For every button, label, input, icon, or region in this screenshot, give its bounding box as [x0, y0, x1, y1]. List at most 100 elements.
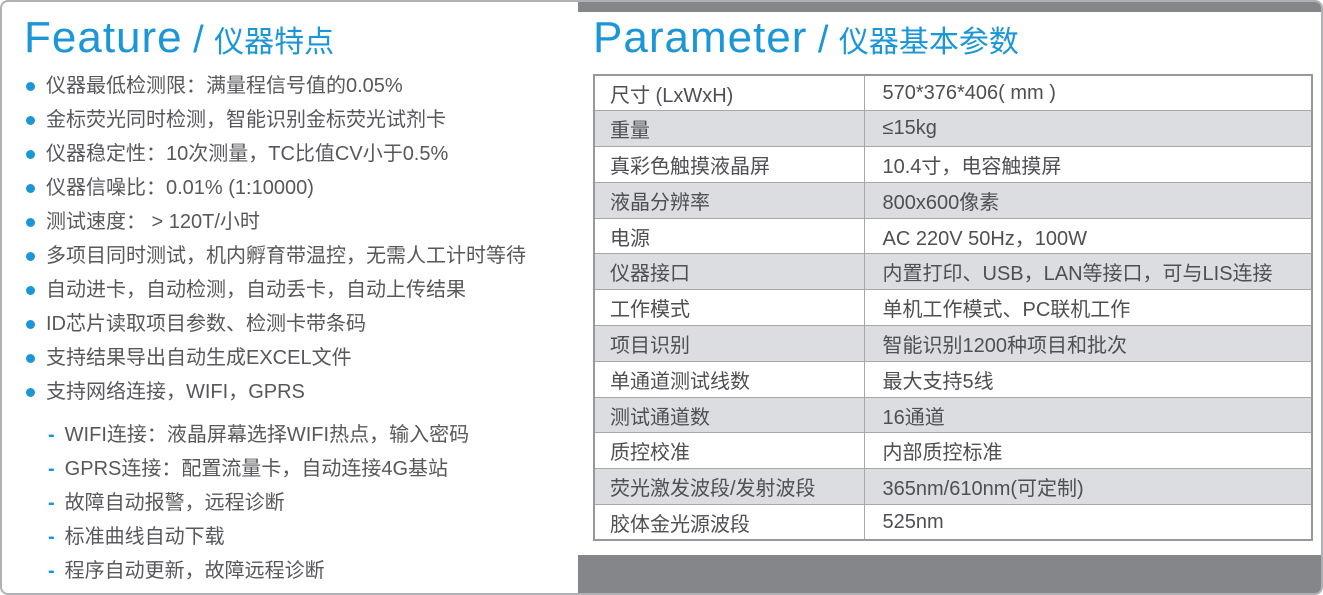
parameter-title-en: Parameter: [593, 13, 808, 62]
parameter-label-cell: 工作模式: [593, 289, 865, 327]
table-row: 荧光激发波段/发射波段 365nm/610nm(可定制): [593, 468, 1313, 506]
feature-bullet-item: 测试速度： > 120T/小时: [24, 212, 576, 233]
top-gray-bar: [578, 2, 1321, 12]
parameter-value-cell: ≤15kg: [863, 110, 1313, 148]
parameter-value-cell: 单机工作模式、PC联机工作: [863, 289, 1313, 327]
parameter-title-separator: /: [817, 19, 829, 61]
parameter-value-cell: 570*376*406( mm ): [863, 74, 1313, 112]
bullet-dash-icon: -: [48, 526, 55, 548]
feature-bullet-item: 自动进卡，自动检测，自动丢卡，自动上传结果: [24, 280, 576, 301]
feature-sub-bullet-text: 程序自动更新，故障远程诊断: [64, 560, 325, 582]
bullet-dot-icon: [26, 184, 35, 193]
bullet-dash-icon: -: [48, 560, 55, 582]
bullet-dot-icon: [26, 354, 35, 363]
parameter-table: 尺寸 (LxWxH) 570*376*406( mm ) 重量 ≤15kg 真彩…: [593, 74, 1313, 542]
parameter-title: Parameter / 仪器基本参数: [593, 16, 1315, 60]
table-row: 电源 AC 220V 50Hz，100W: [593, 217, 1313, 255]
table-row: 项目识别 智能识别1200种项目和批次: [593, 325, 1313, 362]
bullet-dash-icon: -: [48, 492, 55, 514]
parameter-value-cell: AC 220V 50Hz，100W: [863, 217, 1313, 255]
parameter-value-cell: 525nm: [863, 504, 1313, 541]
parameter-value-cell: 16通道: [863, 396, 1313, 434]
table-row: 胶体金光源波段 525nm: [593, 504, 1313, 541]
parameter-label-cell: 质控校准: [593, 432, 865, 470]
feature-title-zh: 仪器特点: [214, 26, 335, 59]
feature-bullet-text: 仪器信噪比：0.01% (1:10000): [46, 177, 314, 199]
parameter-value-cell: 10.4寸，电容触摸屏: [863, 146, 1313, 183]
feature-sub-bullet-text: GPRS连接：配置流量卡，自动连接4G基站: [64, 458, 449, 480]
bullet-dot-icon: [26, 388, 35, 397]
bullet-dot-icon: [26, 116, 35, 125]
table-row: 液晶分辨率 800x600像素: [593, 181, 1313, 219]
bullet-dash-icon: -: [48, 424, 55, 446]
table-row: 重量 ≤15kg: [593, 110, 1313, 148]
table-row: 单通道测试线数 最大支持5线: [593, 360, 1313, 398]
parameter-label-cell: 电源: [593, 217, 865, 255]
parameter-title-zh: 仪器基本参数: [838, 26, 1019, 59]
table-row: 仪器接口 内置打印、USB，LAN等接口，可与LIS连接: [593, 253, 1313, 291]
feature-sub-bullet-item: - 程序自动更新，故障远程诊断: [48, 561, 576, 582]
feature-bullet-text: 支持网络连接，WIFI，GPRS: [46, 381, 305, 403]
parameter-label-cell: 重量: [593, 110, 865, 148]
table-row: 质控校准 内部质控标准: [593, 432, 1313, 470]
bottom-gray-bar: [578, 555, 1321, 593]
feature-bullet-text: 支持结果导出自动生成EXCEL文件: [46, 347, 352, 369]
feature-sub-bullet-item: - WIFI连接：液晶屏幕选择WIFI热点，输入密码: [48, 425, 576, 446]
feature-title-en: Feature: [24, 13, 183, 62]
parameter-label-cell: 真彩色触摸液晶屏: [593, 146, 865, 183]
feature-bullet-item: 支持结果导出自动生成EXCEL文件: [24, 348, 576, 369]
bullet-dot-icon: [26, 150, 35, 159]
feature-bullet-text: 多项目同时测试，机内孵育带温控，无需人工计时等待: [46, 245, 526, 267]
feature-sub-bullet-item: - 故障自动报警，远程诊断: [48, 493, 576, 514]
bullet-dot-icon: [26, 252, 35, 261]
feature-bullet-text: 自动进卡，自动检测，自动丢卡，自动上传结果: [46, 279, 466, 301]
table-row: 真彩色触摸液晶屏 10.4寸，电容触摸屏: [593, 146, 1313, 183]
bullet-dot-icon: [26, 320, 35, 329]
feature-bullet-text: 测试速度： > 120T/小时: [46, 211, 260, 233]
table-row: 尺寸 (LxWxH) 570*376*406( mm ): [593, 74, 1313, 112]
parameter-value-cell: 智能识别1200种项目和批次: [863, 325, 1313, 362]
feature-bullet-item: 仪器稳定性：10次测量，TC比值CV小于0.5%: [24, 144, 576, 165]
feature-bullet-item: ID芯片读取项目参数、检测卡带条码: [24, 314, 576, 335]
feature-sub-bullet-list: - WIFI连接：液晶屏幕选择WIFI热点，输入密码 - GPRS连接：配置流量…: [48, 425, 576, 582]
feature-bullet-text: ID芯片读取项目参数、检测卡带条码: [46, 313, 366, 335]
parameter-label-cell: 荧光激发波段/发射波段: [593, 468, 865, 506]
feature-sub-bullet-text: WIFI连接：液晶屏幕选择WIFI热点，输入密码: [64, 424, 470, 446]
parameter-value-cell: 最大支持5线: [863, 360, 1313, 398]
feature-bullet-text: 仪器稳定性：10次测量，TC比值CV小于0.5%: [46, 143, 449, 165]
feature-bullet-item: 多项目同时测试，机内孵育带温控，无需人工计时等待: [24, 246, 576, 267]
feature-bullet-text: 仪器最低检测限：满量程信号值的0.05%: [46, 75, 403, 97]
parameter-label-cell: 项目识别: [593, 325, 865, 362]
feature-bullet-item: 支持网络连接，WIFI，GPRS: [24, 382, 576, 403]
parameter-value-cell: 内置打印、USB，LAN等接口，可与LIS连接: [863, 253, 1313, 291]
bullet-dot-icon: [26, 82, 35, 91]
table-row: 工作模式 单机工作模式、PC联机工作: [593, 289, 1313, 327]
feature-sub-bullet-item: - 标准曲线自动下载: [48, 527, 576, 548]
feature-bullet-item: 仪器信噪比：0.01% (1:10000): [24, 178, 576, 199]
bullet-dot-icon: [26, 218, 35, 227]
parameter-value-cell: 365nm/610nm(可定制): [863, 468, 1313, 506]
parameter-label-cell: 尺寸 (LxWxH): [593, 74, 865, 112]
parameter-table-body: 尺寸 (LxWxH) 570*376*406( mm ) 重量 ≤15kg 真彩…: [593, 74, 1313, 541]
parameter-label-cell: 仪器接口: [593, 253, 865, 291]
parameter-label-cell: 液晶分辨率: [593, 181, 865, 219]
feature-sub-bullet-text: 故障自动报警，远程诊断: [64, 492, 285, 514]
feature-bullet-text: 金标荧光同时检测，智能识别金标荧光试剂卡: [46, 109, 446, 131]
parameter-label-cell: 单通道测试线数: [593, 360, 865, 398]
bullet-dash-icon: -: [48, 458, 55, 480]
feature-bullet-item: 仪器最低检测限：满量程信号值的0.05%: [24, 76, 576, 97]
parameter-value-cell: 800x600像素: [863, 181, 1313, 219]
feature-title: Feature / 仪器特点: [24, 16, 576, 60]
feature-bullet-item: 金标荧光同时检测，智能识别金标荧光试剂卡: [24, 110, 576, 131]
feature-bullet-list: 仪器最低检测限：满量程信号值的0.05% 金标荧光同时检测，智能识别金标荧光试剂…: [24, 76, 576, 403]
feature-sub-bullet-item: - GPRS连接：配置流量卡，自动连接4G基站: [48, 459, 576, 480]
parameter-value-cell: 内部质控标准: [863, 432, 1313, 470]
feature-title-separator: /: [193, 19, 204, 61]
feature-section: Feature / 仪器特点 仪器最低检测限：满量程信号值的0.05% 金标荧光…: [24, 10, 576, 593]
bullet-dot-icon: [26, 286, 35, 295]
table-row: 测试通道数 16通道: [593, 396, 1313, 434]
parameter-label-cell: 测试通道数: [593, 396, 865, 434]
feature-sub-bullet-text: 标准曲线自动下载: [64, 526, 225, 548]
parameter-section: Parameter / 仪器基本参数 尺寸 (LxWxH) 570*376*40…: [593, 12, 1315, 542]
